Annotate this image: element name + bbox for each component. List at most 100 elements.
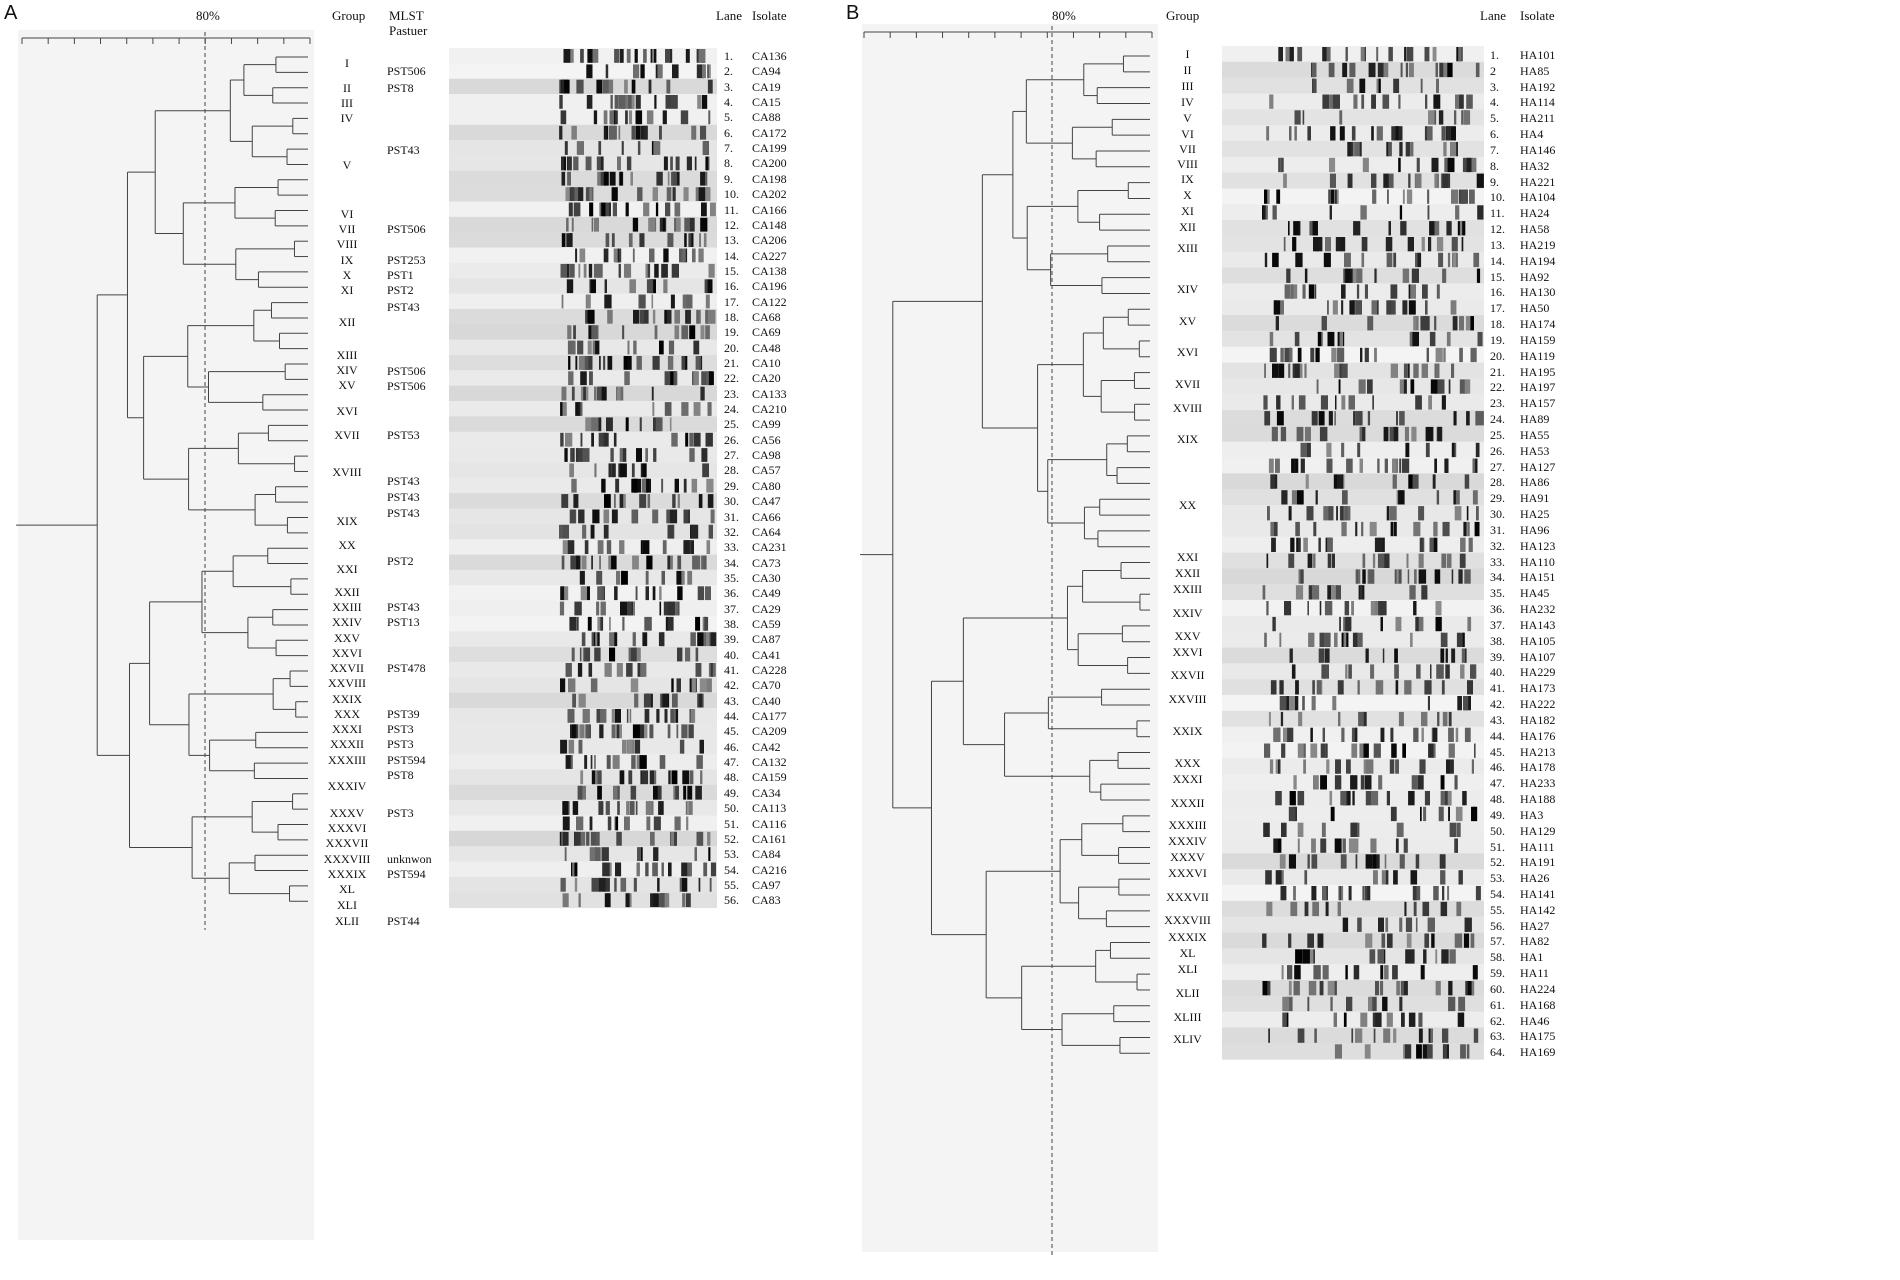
- gel-band: [688, 801, 693, 815]
- gel-band: [1328, 506, 1334, 521]
- gel-band: [1409, 331, 1413, 347]
- isolate-label: HA24: [1520, 206, 1550, 221]
- gel-band: [1353, 838, 1359, 853]
- gel-band: [1360, 585, 1363, 600]
- gel-band: [662, 693, 669, 708]
- gel-band: [683, 478, 687, 493]
- gel-band: [700, 171, 705, 186]
- gel-band: [1442, 268, 1447, 283]
- gel-band: [1339, 616, 1341, 632]
- isolate-label: HA45: [1520, 586, 1550, 601]
- lane-number: 17.: [724, 294, 739, 309]
- gel-band: [1448, 727, 1454, 742]
- gel-band: [1292, 237, 1297, 252]
- gel-band: [589, 816, 593, 831]
- gel-band: [1272, 363, 1279, 378]
- lane-number: 18.: [724, 309, 739, 324]
- gel-band: [1415, 173, 1422, 188]
- group-label: X: [342, 268, 352, 282]
- gel-band: [1465, 981, 1468, 996]
- gel-band: [1447, 886, 1450, 901]
- gel-band: [1379, 601, 1387, 616]
- gel-band: [1297, 743, 1305, 758]
- gel-band: [1290, 901, 1298, 917]
- gel-band: [1334, 632, 1338, 647]
- isolate-label: HA178: [1520, 760, 1556, 775]
- lane-number: 34.: [724, 555, 739, 570]
- gel-band: [1348, 886, 1352, 901]
- gel-band: [1411, 775, 1418, 790]
- gel-band: [1341, 727, 1345, 742]
- lane-number: 49.: [1490, 807, 1505, 822]
- gel-band: [1368, 569, 1375, 584]
- lane-number: 51.: [724, 816, 739, 831]
- gel-band: [591, 770, 595, 785]
- gel-band: [1372, 395, 1374, 410]
- gel-band: [1313, 553, 1316, 568]
- group-label: IX: [1181, 172, 1194, 186]
- gel-band: [604, 294, 612, 309]
- gel-band: [1404, 426, 1409, 442]
- gel-band: [1393, 521, 1397, 537]
- gel-band: [1342, 838, 1346, 853]
- gel-band: [1364, 347, 1369, 363]
- gel-band: [1446, 553, 1452, 568]
- gel-band: [621, 141, 624, 155]
- gel-band: [702, 616, 706, 631]
- lane-number: 13.: [1490, 237, 1505, 252]
- isolate-label: HA105: [1520, 633, 1556, 648]
- gel-band: [1288, 553, 1295, 568]
- gel-band: [697, 309, 699, 324]
- gel-band: [1359, 743, 1364, 758]
- gel-band: [1317, 933, 1324, 948]
- gel-band: [1304, 268, 1308, 283]
- group-label: XXXI: [1172, 772, 1203, 786]
- gel-band: [560, 678, 566, 693]
- lane-number: 46.: [1490, 760, 1505, 775]
- isolate-label: CA19: [752, 79, 781, 94]
- isolate-label: CA20: [752, 371, 781, 386]
- lane-number: 59.: [1490, 966, 1505, 981]
- gel-band: [1476, 506, 1479, 521]
- gel-band: [1275, 791, 1282, 806]
- lane-number: 30.: [724, 494, 739, 509]
- gel-band: [1390, 284, 1398, 299]
- gel-band: [612, 755, 620, 769]
- group-label: XXXIII: [328, 753, 366, 767]
- lane-number: 20.: [724, 340, 739, 355]
- gel-band: [1345, 616, 1352, 632]
- gel-band: [697, 632, 704, 647]
- gel-band: [562, 893, 569, 908]
- gel-band: [1433, 886, 1439, 901]
- gel-band: [1313, 775, 1319, 790]
- gel-band: [596, 601, 600, 616]
- gel-band: [1453, 490, 1456, 505]
- gel-band: [632, 248, 635, 263]
- gel-band: [1463, 521, 1467, 537]
- gel-band: [1303, 743, 1306, 758]
- gel-band: [1373, 743, 1381, 758]
- gel-lane: [449, 293, 717, 310]
- lane-number: 29.: [724, 478, 739, 493]
- isolate-label: CA34: [752, 785, 781, 800]
- gel-band: [669, 417, 672, 432]
- gel-band: [1339, 126, 1345, 141]
- group-label: XXXIV: [327, 779, 367, 793]
- gel-band: [1454, 506, 1462, 521]
- gel-band: [1399, 854, 1405, 869]
- isolate-label: CA136: [752, 49, 787, 63]
- gel-band: [642, 463, 647, 478]
- gel-band: [1362, 569, 1366, 584]
- gel-band: [624, 816, 630, 831]
- gel-band: [1295, 585, 1304, 600]
- lane-number: 64.: [1490, 1045, 1505, 1060]
- gel-band: [1313, 949, 1315, 964]
- gel-band: [574, 601, 582, 616]
- gel-band: [698, 248, 704, 263]
- gel-band: [1414, 569, 1417, 584]
- gel-band: [619, 248, 622, 263]
- gel-band: [1294, 110, 1301, 125]
- gel-band: [1416, 1044, 1422, 1059]
- gel-band: [705, 309, 708, 324]
- gel-band: [673, 785, 676, 800]
